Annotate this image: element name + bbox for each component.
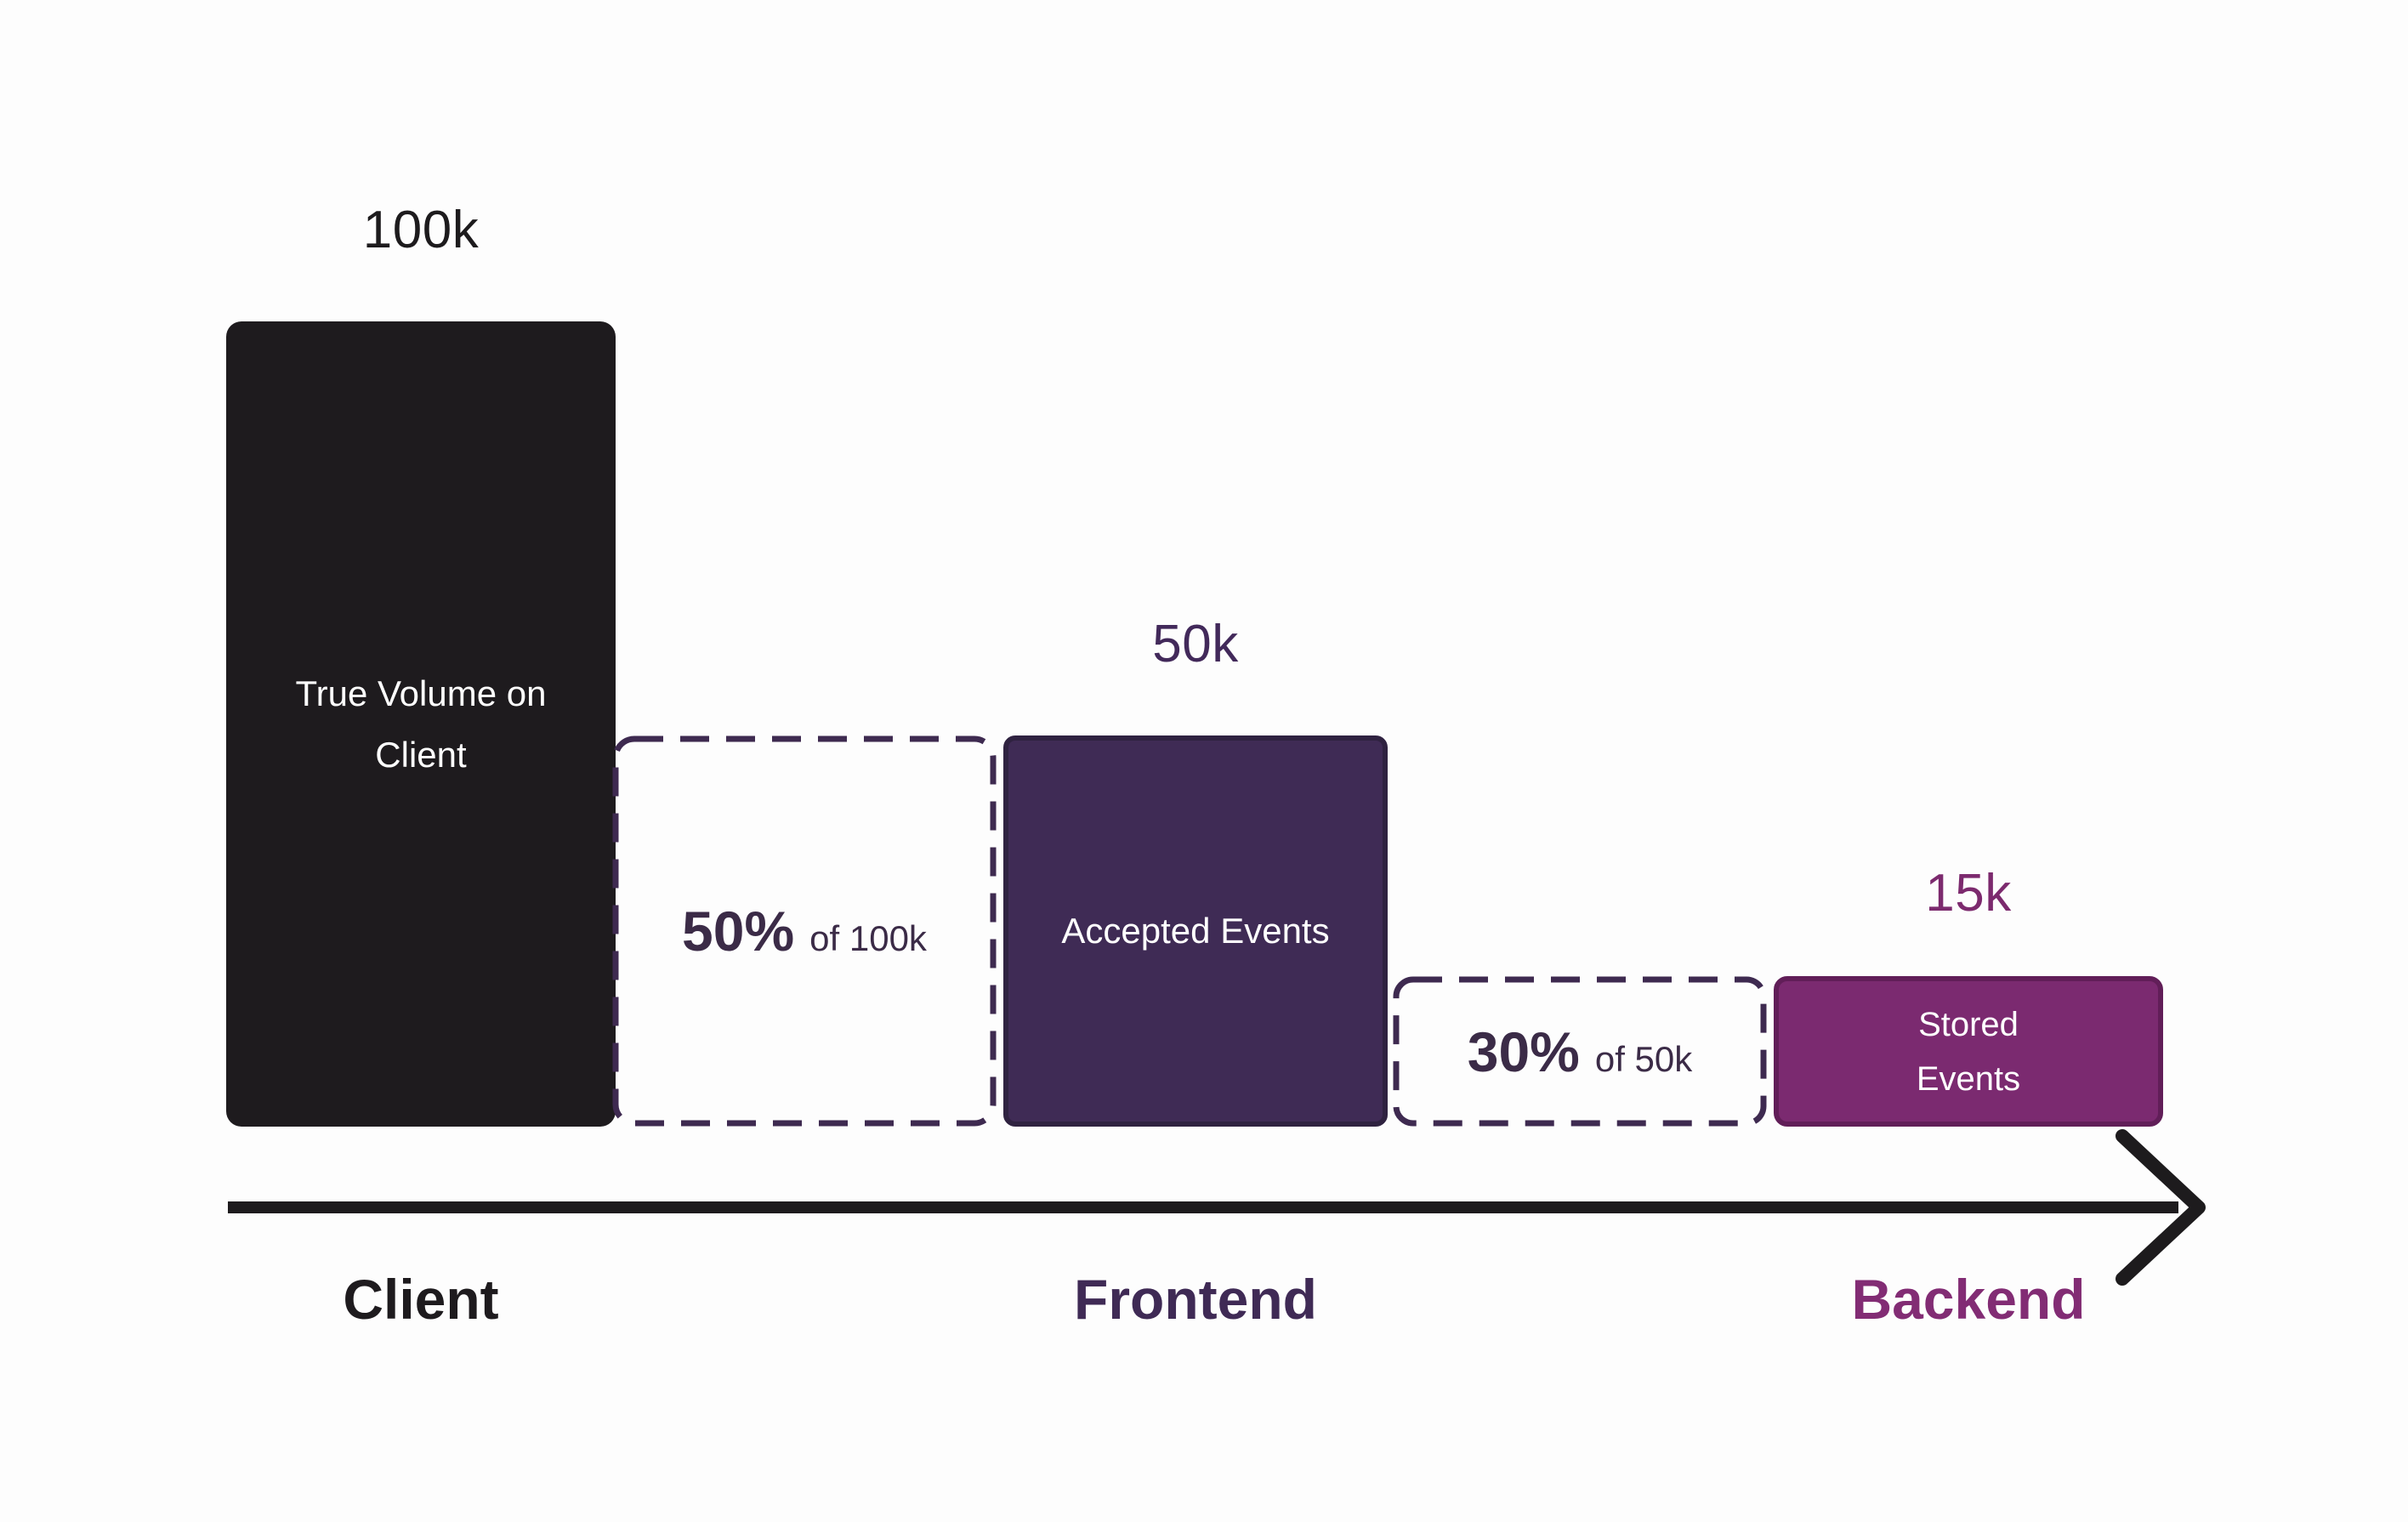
bar-true-volume: True Volume on Client <box>226 321 616 1127</box>
drop-label-30pct: 30% of 50k <box>1468 1019 1693 1084</box>
bar-accepted-events-label-line1: Accepted Events <box>1061 911 1330 951</box>
bar-stored-events-label-line1: Stored <box>1918 1005 2019 1043</box>
drop-of-text: of 50k <box>1594 1038 1693 1079</box>
bar-stored-events: Stored Events <box>1774 976 2163 1127</box>
drop-box-30pct: 30% of 50k <box>1393 976 1767 1127</box>
bar-true-volume-label-line2: Client <box>375 734 467 775</box>
bar-stored-events-label: Stored Events <box>1917 997 2020 1106</box>
bar-stored-events-label-line2: Events <box>1916 1059 2021 1098</box>
dashed-border <box>612 735 997 1127</box>
axis-label-frontend: Frontend <box>1074 1268 1317 1331</box>
bar-accepted-events-label: Accepted Events <box>1061 900 1329 961</box>
axis-label-client: Client <box>343 1268 499 1331</box>
bar-true-volume-label: True Volume on Client <box>296 663 547 785</box>
drop-pct: 30% <box>1467 1019 1580 1083</box>
value-label-50k: 50k <box>1152 615 1239 673</box>
drop-label-50pct: 50% of 100k <box>682 899 927 963</box>
drop-pct: 50% <box>682 900 795 963</box>
drop-of-text: of 100k <box>809 918 927 958</box>
value-label-15k: 15k <box>1925 864 2012 923</box>
bar-accepted-events: Accepted Events <box>1003 735 1388 1127</box>
axis-label-backend: Backend <box>1851 1268 2086 1331</box>
bar-true-volume-label-line1: True Volume on <box>295 673 547 714</box>
value-label-100k: 100k <box>362 201 480 259</box>
dashed-border <box>1393 976 1767 1127</box>
drop-box-50pct: 50% of 100k <box>612 735 997 1127</box>
